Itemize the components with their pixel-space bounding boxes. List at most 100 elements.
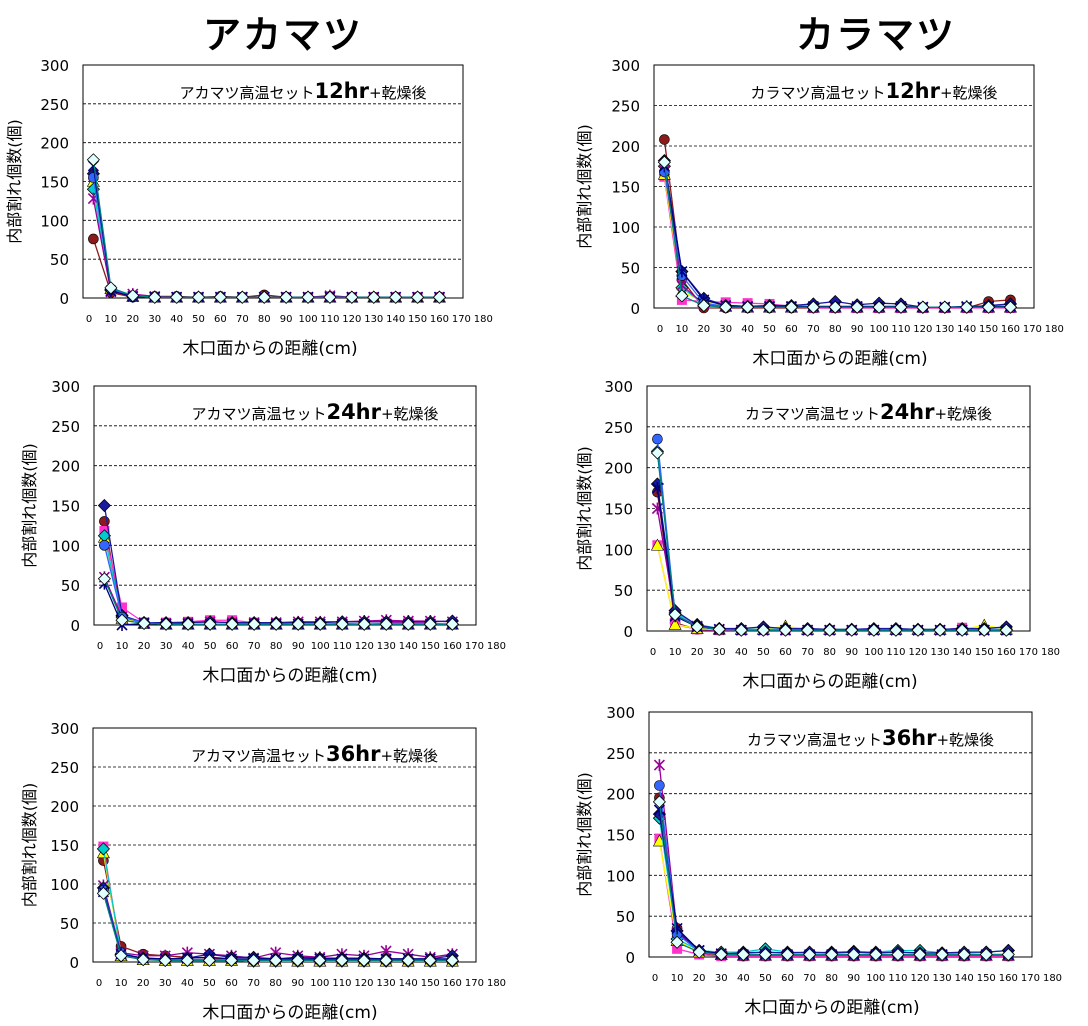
x-tick-label: 110 xyxy=(888,973,907,984)
data-point xyxy=(891,947,905,962)
data-point xyxy=(697,299,711,313)
x-tick-label: 70 xyxy=(248,641,261,652)
y-tick-label: 300 xyxy=(51,378,80,396)
x-tick-label: 10 xyxy=(105,314,118,325)
data-point xyxy=(357,953,371,968)
data-point xyxy=(780,947,795,962)
x-tick-label: 180 xyxy=(1043,973,1062,984)
data-point xyxy=(933,623,947,637)
x-tick-label: 120 xyxy=(910,973,929,984)
x-tick-label: 80 xyxy=(270,641,283,652)
data-point xyxy=(357,617,371,631)
y-tick-label: 300 xyxy=(606,704,635,722)
data-point xyxy=(982,300,996,314)
data-point xyxy=(977,623,991,637)
data-point xyxy=(889,623,903,637)
data-point xyxy=(96,842,110,856)
data-point xyxy=(690,620,704,634)
chart-title: アカマツ高温セット12hr+乾燥後 xyxy=(179,79,426,103)
data-point xyxy=(445,953,459,968)
data-point xyxy=(671,922,683,935)
x-tick-label: 140 xyxy=(386,314,405,325)
data-point xyxy=(712,622,726,636)
y-tick-label: 100 xyxy=(51,537,80,555)
x-tick-label: 110 xyxy=(320,314,339,325)
data-point xyxy=(159,617,173,631)
y-axis-label: 内部割れ個数(個) xyxy=(575,124,594,249)
data-point xyxy=(955,623,969,637)
data-point xyxy=(778,623,793,637)
y-tick-label: 250 xyxy=(604,419,633,437)
x-tick-label: 40 xyxy=(181,978,194,989)
data-point xyxy=(979,947,993,962)
y-tick-label: 100 xyxy=(611,219,640,237)
y-tick-label: 150 xyxy=(40,174,69,192)
right-column-title: カラマツ xyxy=(796,13,957,57)
x-tick-label: 70 xyxy=(247,978,260,989)
data-point xyxy=(114,949,128,963)
y-tick-label: 250 xyxy=(50,759,79,777)
data-point xyxy=(423,953,437,968)
x-tick-label: 10 xyxy=(115,978,128,989)
data-point xyxy=(225,617,239,631)
data-point xyxy=(235,290,249,304)
x-tick-label: 110 xyxy=(332,978,351,989)
x-tick-label: 30 xyxy=(719,324,732,335)
data-point xyxy=(389,290,403,304)
x-tick-label: 30 xyxy=(148,314,161,325)
y-tick-label: 300 xyxy=(50,720,79,738)
x-tick-label: 10 xyxy=(671,973,684,984)
x-tick-label: 160 xyxy=(443,978,462,989)
x-tick-label: 70 xyxy=(807,324,820,335)
data-point xyxy=(423,617,437,631)
x-tick-label: 160 xyxy=(443,641,462,652)
data-point xyxy=(170,290,184,304)
data-point xyxy=(291,953,305,968)
x-tick-label: 40 xyxy=(170,314,183,325)
x-tick-label: 100 xyxy=(866,973,885,984)
data-point xyxy=(445,617,459,631)
y-axis-label: 内部割れ個数(個) xyxy=(20,783,39,908)
data-point xyxy=(279,290,293,304)
y-axis-label: 内部割れ個数(個) xyxy=(575,772,594,897)
x-tick-label: 0 xyxy=(652,973,658,984)
data-point xyxy=(847,947,861,962)
data-point xyxy=(137,616,151,630)
data-point xyxy=(692,945,706,959)
y-tick-label: 0 xyxy=(625,949,635,967)
x-tick-label: 80 xyxy=(258,314,271,325)
x-tick-label: 160 xyxy=(997,647,1016,658)
x-tick-label: 80 xyxy=(825,973,838,984)
data-point xyxy=(654,780,665,791)
data-point xyxy=(367,290,381,304)
data-point xyxy=(335,953,349,968)
x-tick-label: 130 xyxy=(933,973,952,984)
data-point xyxy=(935,947,949,962)
x-axis-label: 木口面からの距離(cm) xyxy=(752,349,927,369)
data-point xyxy=(801,623,815,637)
data-point xyxy=(659,134,670,145)
data-point xyxy=(668,617,682,630)
data-point xyxy=(180,953,194,968)
x-tick-label: 20 xyxy=(697,324,710,335)
data-point xyxy=(913,947,927,962)
data-point xyxy=(938,300,952,314)
x-tick-label: 20 xyxy=(693,973,706,984)
y-tick-label: 250 xyxy=(40,96,69,114)
x-tick-label: 180 xyxy=(1045,324,1064,335)
x-tick-label: 130 xyxy=(935,324,954,335)
data-point xyxy=(96,886,110,900)
chart-title: カラマツ高温セット36hr+乾燥後 xyxy=(747,726,994,750)
data-point xyxy=(213,290,227,304)
data-point xyxy=(657,155,671,169)
x-tick-label: 60 xyxy=(779,647,792,658)
data-point xyxy=(911,623,925,637)
data-point xyxy=(650,538,664,551)
data-point xyxy=(670,935,684,949)
x-tick-label: 100 xyxy=(864,647,883,658)
data-point xyxy=(432,290,447,304)
y-tick-label: 50 xyxy=(61,577,80,595)
data-point xyxy=(652,433,663,445)
x-tick-label: 180 xyxy=(487,641,506,652)
x-tick-label: 120 xyxy=(342,314,361,325)
